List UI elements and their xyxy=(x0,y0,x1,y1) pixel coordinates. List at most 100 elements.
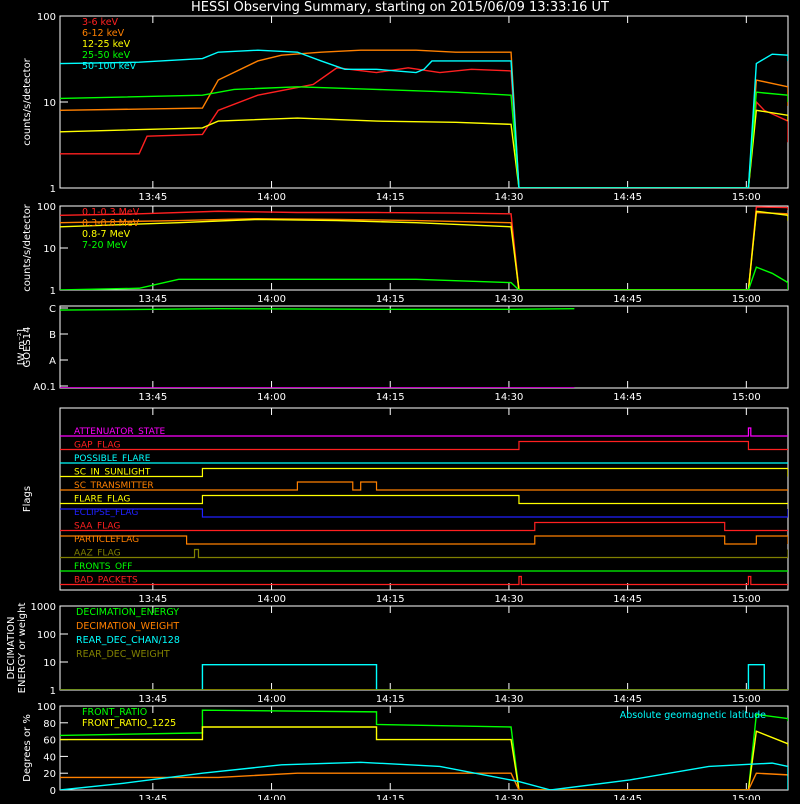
series-line-1 xyxy=(60,49,788,188)
x-tick-label: 14:00 xyxy=(257,794,286,800)
plot-frame xyxy=(59,605,789,691)
legend-entry: DECIMATION_WEIGHT xyxy=(76,621,179,632)
x-tick-label: 14:30 xyxy=(495,694,524,705)
y-axis-label: Flags xyxy=(22,486,33,512)
flag-label: FRONTS_OFF xyxy=(74,562,132,572)
flag-line-aaz_flag xyxy=(60,548,788,559)
x-tick-label: 15:00 xyxy=(732,694,761,705)
x-tick-label: 14:00 xyxy=(257,392,286,403)
legend-entry: FRONT_RATIO_1225 xyxy=(82,718,176,729)
series-line-3 xyxy=(60,761,788,790)
legend-entry: 0.3-0.8 MeV xyxy=(82,218,140,229)
x-tick-label: 14:15 xyxy=(376,594,405,605)
x-tick-label: 14:15 xyxy=(376,694,405,705)
legend-entry: 12-25 keV xyxy=(82,39,131,50)
legend-entry: 0.1-0.3 MeV xyxy=(82,207,140,218)
y-tick-label: 100 xyxy=(37,12,56,23)
flag-line-bad_packets xyxy=(60,575,788,586)
legend-entry: 25-50 keV xyxy=(82,50,131,61)
x-tick-label: 15:00 xyxy=(732,294,761,305)
y-tick-label: A0.1 xyxy=(33,382,56,393)
chart-rates: 13:45 14:00 14:15 14:30 14:45 15:00 1 10 100 coun… xyxy=(22,12,789,203)
series-line-0 xyxy=(60,709,788,790)
x-tick-label: 14:15 xyxy=(376,392,405,403)
x-tick-label: 13:45 xyxy=(138,192,167,203)
x-tick-label: 14:00 xyxy=(257,694,286,705)
x-tick-label: 13:45 xyxy=(138,694,167,705)
x-tick-label: 14:00 xyxy=(257,594,286,605)
y-tick-label: 100 xyxy=(37,202,56,213)
legend-entry: 6-12 keV xyxy=(82,28,125,39)
y-tick-label: 1 xyxy=(50,286,56,297)
x-tick-label: 14:15 xyxy=(376,294,405,305)
x-tick-label: 15:00 xyxy=(732,794,761,800)
y-tick-label: 60 xyxy=(43,736,56,747)
x-tick-label: 15:00 xyxy=(732,594,761,605)
series-line-2 xyxy=(60,210,788,290)
x-tick-label: 13:45 xyxy=(138,594,167,605)
series-line-3 xyxy=(60,86,788,188)
series-line-2 xyxy=(60,772,788,790)
y-axis-label: Degrees or % xyxy=(22,714,33,782)
series-line-2 xyxy=(60,664,788,690)
chart-flags: 13:45 14:00 14:15 14:30 14:45 15:00 Flags ATTEN… xyxy=(22,407,789,605)
flag-label: SAA_FLAG xyxy=(74,522,120,532)
flag-label: GAP_FLAG xyxy=(74,441,120,451)
y-axis-label: DECIMATION xyxy=(6,616,17,679)
y-tick-label: B xyxy=(49,330,56,341)
y-tick-label: C xyxy=(49,304,56,315)
y-tick-label: 0 xyxy=(50,786,56,797)
chart-decimation: 13:45 14:00 14:15 14:30 14:45 15:00 1 10 100 1000… xyxy=(6,602,789,705)
x-tick-label: 14:15 xyxy=(376,794,405,800)
y-tick-label: 1 xyxy=(50,184,56,195)
legend-entry: 7-20 MeV xyxy=(82,240,128,251)
legend-entry: 0.8-7 MeV xyxy=(82,229,131,240)
y-tick-label: 80 xyxy=(43,719,56,730)
series-line-0 xyxy=(60,308,575,311)
x-tick-label: 14:30 xyxy=(495,594,524,605)
chart-ratios: 13:45 14:00 14:15 14:30 14:45 15:00 0 20 40 60 80 1… xyxy=(22,702,789,804)
x-tick-label: 14:30 xyxy=(495,794,524,800)
flag-line-particleflag xyxy=(60,535,788,545)
x-tick-label: 14:15 xyxy=(376,192,405,203)
legend-entry: REAR_DEC_CHAN/128 xyxy=(76,635,180,646)
series-line-1 xyxy=(60,211,788,290)
flag-label: PARTICLEFLAG xyxy=(74,535,139,545)
x-tick-label: 15:00 xyxy=(732,192,761,203)
flag-line-sc_in_sunlight xyxy=(60,467,788,478)
x-tick-label: 14:45 xyxy=(613,192,642,203)
series-line-0 xyxy=(60,67,788,188)
x-tick-label: 13:45 xyxy=(138,294,167,305)
flag-label: SC_IN_SUNLIGHT xyxy=(74,468,151,478)
x-tick-label: 14:45 xyxy=(613,392,642,403)
page-title: HESSI Observing Summary, starting on 201… xyxy=(191,0,609,15)
flag-label: FLARE_FLAG xyxy=(74,495,130,505)
y-axis-label: counts/s/detector xyxy=(22,57,33,145)
flag-label: SC_TRANSMITTER xyxy=(74,481,154,491)
plot-frame xyxy=(59,305,789,389)
y-tick-label: A xyxy=(49,356,56,367)
x-tick-label: 14:00 xyxy=(257,294,286,305)
y-tick-label: 10 xyxy=(43,658,56,669)
flag-label: AAZ_FLAG xyxy=(74,549,121,559)
flag-label: POSSIBLE_FLARE xyxy=(74,454,151,464)
legend-entry: REAR_DEC_WEIGHT xyxy=(76,649,170,660)
x-tick-label: 14:45 xyxy=(613,294,642,305)
plot-frame xyxy=(59,407,789,591)
x-tick-label: 14:45 xyxy=(613,694,642,705)
y-tick-label: 40 xyxy=(43,752,56,763)
x-tick-label: 13:45 xyxy=(138,392,167,403)
y-tick-label: 10 xyxy=(43,98,56,109)
legend-entry: 3-6 keV xyxy=(82,17,119,28)
series-line-1 xyxy=(60,726,788,790)
y-tick-label: 10 xyxy=(43,244,56,255)
y-tick-label: 20 xyxy=(43,769,56,780)
flag-line-eclipse_flag xyxy=(60,508,788,518)
series-line-4 xyxy=(60,49,788,188)
y-axis-label: ENERGY or weight xyxy=(17,603,28,694)
x-tick-label: 14:30 xyxy=(495,392,524,403)
flag-line-flare_flag xyxy=(60,494,788,505)
series-line-0 xyxy=(60,206,788,290)
y-axis-label: GOES14 xyxy=(22,326,33,367)
series-line-3 xyxy=(60,266,788,290)
